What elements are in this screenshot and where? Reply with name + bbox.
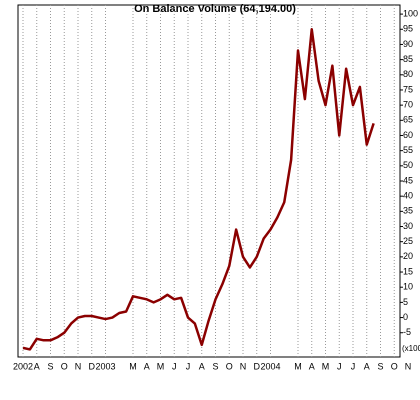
y-tick-label: 70 [403, 100, 413, 110]
x-tick-label: M [294, 361, 302, 371]
x-tick-label: A [199, 361, 205, 371]
x-tick-label: S [47, 361, 53, 371]
y-tick-label: 15 [403, 266, 413, 276]
x-tick-label: N [405, 361, 412, 371]
x-tick-label: M [157, 361, 165, 371]
x-tick-label: D [254, 361, 261, 371]
x-tick-label: 2002 [13, 361, 33, 371]
y-tick-label: 75 [403, 84, 413, 94]
y-tick-label: 50 [403, 160, 413, 170]
x-tick-label: D [89, 361, 96, 371]
y-tick-label: 40 [403, 191, 413, 201]
x-tick-label: O [226, 361, 233, 371]
y-tick-label: 25 [403, 236, 413, 246]
plot-frame [17, 4, 401, 358]
unit-label: (x1000) [402, 344, 420, 353]
y-tick-label: 10 [403, 282, 413, 292]
y-tick-label: 5 [403, 297, 408, 307]
x-tick-label: A [364, 361, 370, 371]
x-tick-label: J [172, 361, 177, 371]
x-tick-label: N [75, 361, 82, 371]
y-tick-label: 0 [403, 312, 408, 322]
y-tick-label: 60 [403, 130, 413, 140]
y-tick-label: 90 [403, 39, 413, 49]
y-tick-label: 55 [403, 145, 413, 155]
y-tick-label: 85 [403, 54, 413, 64]
series-line [22, 28, 375, 351]
y-tick-label: 65 [403, 115, 413, 125]
y-tick-label: 100 [403, 8, 418, 18]
x-tick-label: J [186, 361, 191, 371]
y-tick-label: 80 [403, 69, 413, 79]
x-tick-label: A [309, 361, 315, 371]
y-tick-label: 30 [403, 221, 413, 231]
x-tick-label: M [322, 361, 330, 371]
y-tick-label: -5 [403, 327, 411, 337]
x-tick-label: J [337, 361, 342, 371]
x-tick-label: A [34, 361, 40, 371]
y-tick-label: 95 [403, 24, 413, 34]
x-tick-label: O [391, 361, 398, 371]
x-tick-label: O [61, 361, 68, 371]
x-tick-label: S [212, 361, 218, 371]
x-tick-label: S [377, 361, 383, 371]
x-tick-label: A [144, 361, 150, 371]
y-tick-label: 35 [403, 206, 413, 216]
x-tick-label: N [240, 361, 247, 371]
x-tick-label: 2004 [260, 361, 280, 371]
x-tick-label: M [129, 361, 137, 371]
x-tick-label: 2003 [95, 361, 115, 371]
y-tick-label: 20 [403, 251, 413, 261]
x-tick-label: J [351, 361, 356, 371]
y-tick-label: 45 [403, 175, 413, 185]
